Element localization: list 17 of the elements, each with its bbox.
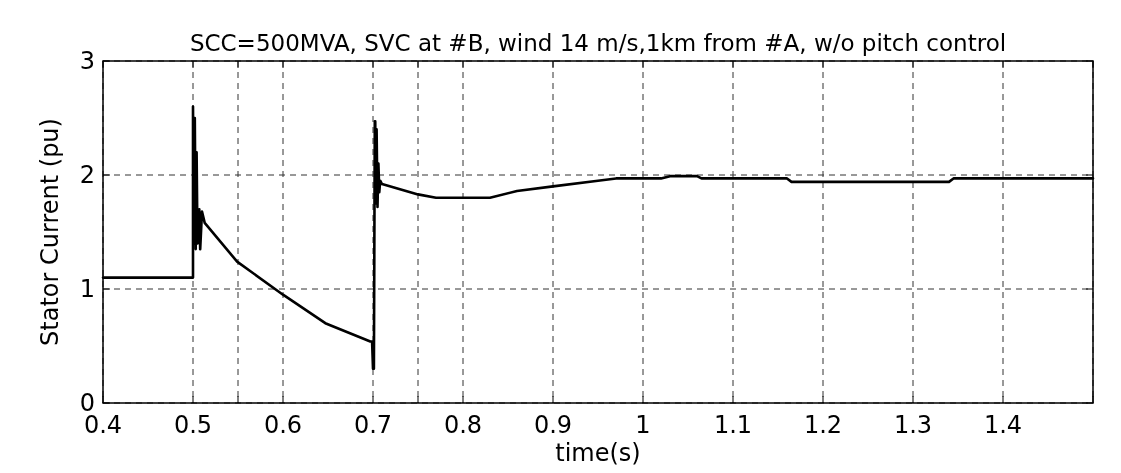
chart-title: SCC=500MVA, SVC at #B, wind 14 m/s,1km from #A, w/o pitch control — [189, 30, 1007, 56]
x-tick-label: 1 — [635, 411, 651, 439]
x-axis-title: time(s) — [555, 439, 641, 467]
x-tick-label: 1.1 — [713, 411, 753, 439]
x-tick-label: 0.8 — [443, 411, 483, 439]
y-tick-label: 1 — [79, 275, 95, 303]
x-tick-label: 1.2 — [803, 411, 843, 439]
x-tick-label: 0.6 — [263, 411, 303, 439]
x-tick-label: 1.3 — [893, 411, 933, 439]
x-tick-label: 0.4 — [83, 411, 123, 439]
y-tick-label: 3 — [79, 47, 95, 75]
x-tick-label: 0.7 — [353, 411, 393, 439]
x-tick-label: 0.5 — [173, 411, 213, 439]
y-tick-label: 2 — [79, 161, 95, 189]
y-axis-title: Stator Current (pu) — [36, 118, 64, 346]
x-tick-label: 1.4 — [983, 411, 1023, 439]
x-tick-label: 0.9 — [533, 411, 573, 439]
